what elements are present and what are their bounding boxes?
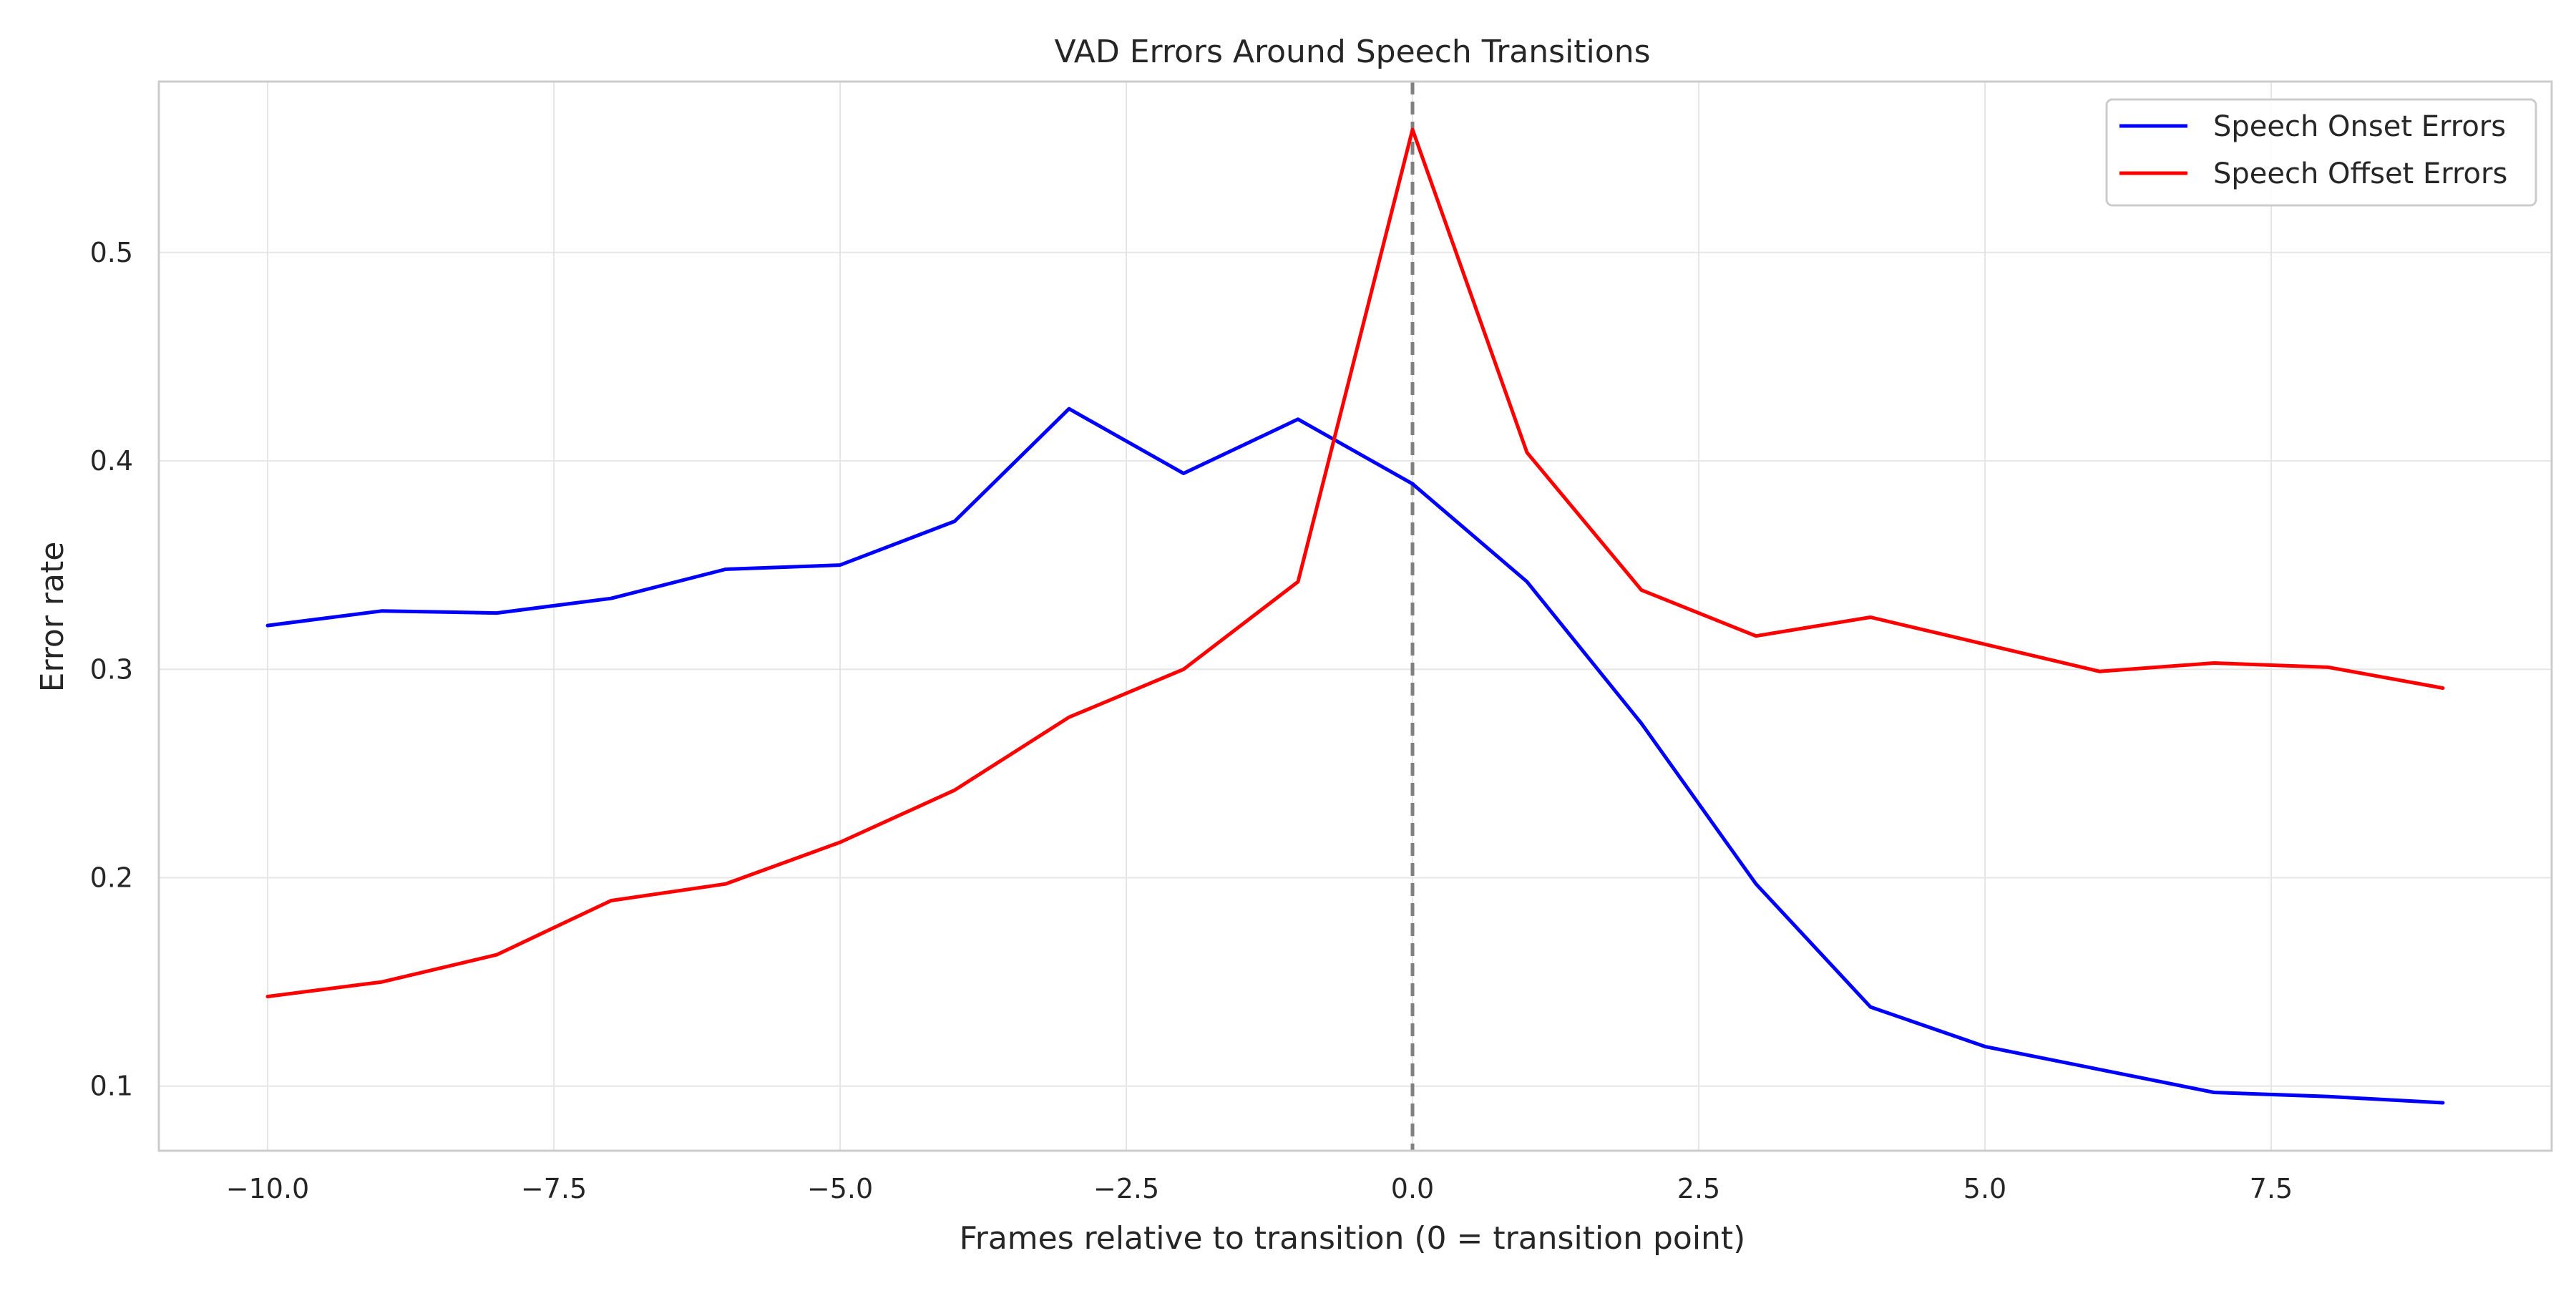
x-tick-label: −5.0	[807, 1173, 873, 1204]
x-tick-label: 5.0	[1963, 1173, 2006, 1204]
x-tick-label: −7.5	[521, 1173, 587, 1204]
y-tick-label: 0.4	[90, 445, 133, 477]
x-tick-label: 7.5	[2250, 1173, 2293, 1204]
chart-title: VAD Errors Around Speech Transitions	[1054, 34, 1650, 70]
y-tick-label: 0.1	[90, 1071, 133, 1102]
y-axis-ticks: 0.1 0.2 0.3 0.4 0.5	[90, 237, 133, 1102]
onset-errors-line	[265, 406, 2445, 1105]
y-axis-title: Error rate	[34, 542, 71, 693]
legend: Speech Onset Errors Speech Offset Errors	[2105, 98, 2537, 207]
grid	[159, 82, 2552, 1151]
x-tick-label: 2.5	[1677, 1173, 1720, 1204]
offset-errors-line	[265, 127, 2445, 998]
y-tick-label: 0.5	[90, 237, 133, 268]
x-tick-label: −10.0	[226, 1173, 309, 1204]
x-axis-ticks: −10.0 −7.5 −5.0 −2.5 0.0 2.5 5.0 7.5	[226, 1173, 2293, 1204]
series-layer	[265, 127, 2445, 1105]
plot-frame	[157, 80, 2553, 1152]
y-tick-label: 0.3	[90, 653, 133, 685]
y-tick-label: 0.2	[90, 862, 133, 893]
x-axis-title: Frames relative to transition (0 = trans…	[960, 1220, 1746, 1257]
legend-box	[2105, 98, 2537, 207]
x-tick-label: −2.5	[1093, 1173, 1159, 1204]
x-tick-label: 0.0	[1391, 1173, 1434, 1204]
legend-label-onset: Speech Onset Errors	[2213, 110, 2506, 143]
legend-label-offset: Speech Offset Errors	[2213, 157, 2507, 190]
